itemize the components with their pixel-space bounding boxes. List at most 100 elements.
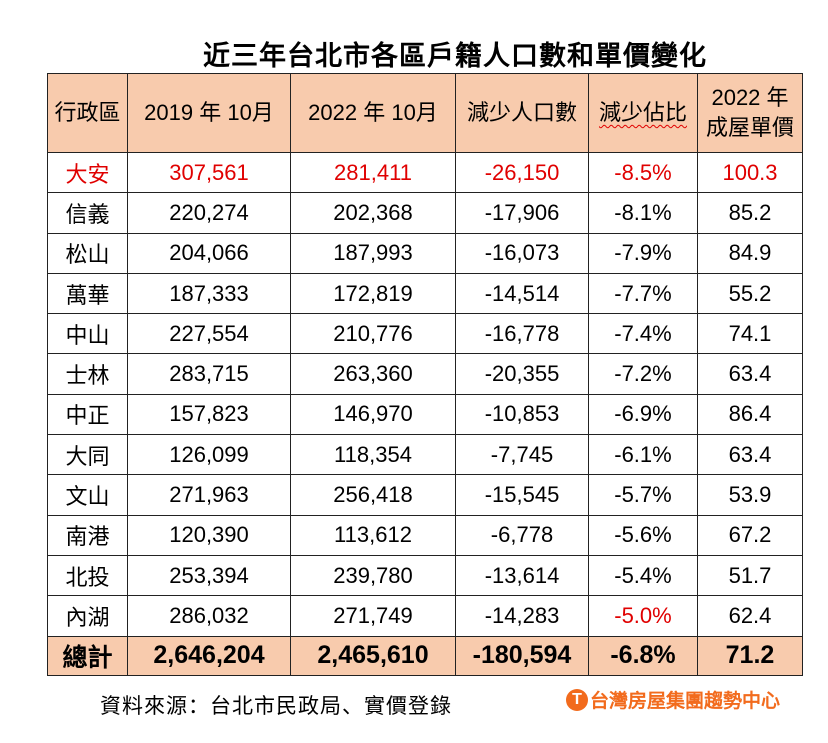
cell-pop-2019: 220,274 [127, 192, 291, 234]
cell-decrease: -20,355 [455, 353, 589, 395]
cell-pop-2019: 187,333 [127, 272, 291, 315]
cell-price: 85.2 [697, 192, 803, 234]
cell-decrease-pct: -7.7% [588, 272, 698, 315]
total-price: 71.2 [697, 635, 803, 676]
cell-pop-2019: 283,715 [127, 353, 291, 395]
cell-decrease-pct: -8.1% [588, 192, 698, 234]
cell-pop-2022: 118,354 [290, 434, 456, 476]
header-row: 行政區 2019 年 10月 2022 年 10月 減少人口數 減少佔比 202… [47, 73, 803, 153]
cell-pop-2019: 204,066 [127, 232, 291, 274]
cell-district: 北投 [47, 554, 128, 597]
table-row: 大同 126,099 118,354 -7,745 -6.1% 63.4 [47, 434, 803, 476]
cell-district: 士林 [47, 353, 128, 395]
cell-decrease: -10,853 [455, 393, 589, 436]
cell-district: 內湖 [47, 595, 128, 637]
header-2022: 2022 年 10月 [290, 73, 456, 153]
cell-decrease: -16,073 [455, 232, 589, 274]
cell-pop-2022: 263,360 [290, 353, 456, 395]
cell-price: 63.4 [697, 434, 803, 476]
cell-price: 55.2 [697, 272, 803, 315]
table-row: 文山 271,963 256,418 -15,545 -5.7% 53.9 [47, 474, 803, 516]
total-district: 總計 [47, 635, 128, 676]
cell-decrease-pct: -8.5% [588, 151, 698, 194]
cell-decrease-pct: -5.7% [588, 474, 698, 516]
cell-price: 84.9 [697, 232, 803, 274]
table-row: 中山 227,554 210,776 -16,778 -7.4% 74.1 [47, 313, 803, 355]
cell-decrease-pct: -5.6% [588, 514, 698, 556]
total-pop-2022: 2,465,610 [290, 635, 456, 676]
cell-decrease: -17,906 [455, 192, 589, 234]
cell-district: 信義 [47, 192, 128, 234]
header-decrease-pct: 減少佔比 [588, 73, 698, 153]
header-district: 行政區 [47, 73, 128, 153]
header-2019: 2019 年 10月 [127, 73, 291, 153]
cell-pop-2019: 126,099 [127, 434, 291, 476]
cell-pop-2022: 210,776 [290, 313, 456, 355]
header-price: 2022 年成屋單價 [697, 73, 803, 153]
total-pop-2019: 2,646,204 [127, 635, 291, 676]
table-row: 南港 120,390 113,612 -6,778 -5.6% 67.2 [47, 514, 803, 556]
logo-text: 台灣房屋集團趨勢中心 [590, 691, 781, 712]
cell-district: 大安 [47, 151, 128, 194]
logo-icon: T [566, 688, 588, 711]
cell-pop-2019: 157,823 [127, 393, 291, 436]
table-row: 萬華 187,333 172,819 -14,514 -7.7% 55.2 [47, 272, 803, 315]
cell-price: 63.4 [697, 353, 803, 395]
table-row: 內湖 286,032 271,749 -14,283 -5.0% 62.4 [47, 595, 803, 637]
cell-district: 中正 [47, 393, 128, 436]
cell-decrease-pct: -6.1% [588, 434, 698, 476]
cell-price: 51.7 [697, 554, 803, 597]
cell-price: 100.3 [697, 151, 803, 194]
cell-district: 中山 [47, 313, 128, 355]
table-row: 大安 307,561 281,411 -26,150 -8.5% 100.3 [47, 151, 803, 194]
table-row: 中正 157,823 146,970 -10,853 -6.9% 86.4 [47, 393, 803, 436]
table-row: 松山 204,066 187,993 -16,073 -7.9% 84.9 [47, 232, 803, 274]
cell-pop-2019: 307,561 [127, 151, 291, 194]
cell-pop-2022: 172,819 [290, 272, 456, 315]
cell-price: 74.1 [697, 313, 803, 355]
cell-decrease-pct: -7.9% [588, 232, 698, 274]
cell-price: 86.4 [697, 393, 803, 436]
cell-price: 53.9 [697, 474, 803, 516]
header-decrease: 減少人口數 [455, 73, 589, 153]
cell-decrease-pct: -5.0% [588, 595, 698, 637]
cell-pop-2022: 281,411 [290, 151, 456, 194]
chart-title: 近三年台北市各區戶籍人口數和單價變化 [203, 41, 707, 71]
cell-pop-2022: 271,749 [290, 595, 456, 637]
total-row: 總計 2,646,204 2,465,610 -180,594 -6.8% 71.2 [47, 635, 803, 676]
cell-pop-2019: 120,390 [127, 514, 291, 556]
cell-price: 67.2 [697, 514, 803, 556]
cell-decrease-pct: -5.4% [588, 554, 698, 597]
cell-decrease: -26,150 [455, 151, 589, 194]
cell-pop-2019: 286,032 [127, 595, 291, 637]
cell-district: 南港 [47, 514, 128, 556]
cell-pop-2022: 239,780 [290, 554, 456, 597]
cell-decrease-pct: -6.9% [588, 393, 698, 436]
cell-pop-2019: 227,554 [127, 313, 291, 355]
table-row: 士林 283,715 263,360 -20,355 -7.2% 63.4 [47, 353, 803, 395]
data-table: 行政區 2019 年 10月 2022 年 10月 減少人口數 減少佔比 202… [47, 73, 803, 676]
total-decrease: -180,594 [455, 635, 589, 676]
source-note: 資料來源：台北市民政局、實價登錄 [100, 695, 452, 718]
cell-district: 文山 [47, 474, 128, 516]
cell-pop-2019: 271,963 [127, 474, 291, 516]
table-row: 信義 220,274 202,368 -17,906 -8.1% 85.2 [47, 192, 803, 234]
cell-pop-2019: 253,394 [127, 554, 291, 597]
table-row: 北投 253,394 239,780 -13,614 -5.4% 51.7 [47, 554, 803, 597]
cell-price: 62.4 [697, 595, 803, 637]
cell-district: 大同 [47, 434, 128, 476]
cell-district: 松山 [47, 232, 128, 274]
cell-pop-2022: 113,612 [290, 514, 456, 556]
logo: T 台灣房屋集團趨勢中心 [566, 686, 780, 713]
cell-decrease-pct: -7.2% [588, 353, 698, 395]
cell-pop-2022: 146,970 [290, 393, 456, 436]
cell-pop-2022: 187,993 [290, 232, 456, 274]
cell-decrease: -15,545 [455, 474, 589, 516]
cell-decrease: -14,283 [455, 595, 589, 637]
cell-decrease: -13,614 [455, 554, 589, 597]
cell-pop-2022: 202,368 [290, 192, 456, 234]
cell-decrease: -6,778 [455, 514, 589, 556]
total-decrease-pct: -6.8% [588, 635, 698, 676]
cell-pop-2022: 256,418 [290, 474, 456, 516]
cell-district: 萬華 [47, 272, 128, 315]
